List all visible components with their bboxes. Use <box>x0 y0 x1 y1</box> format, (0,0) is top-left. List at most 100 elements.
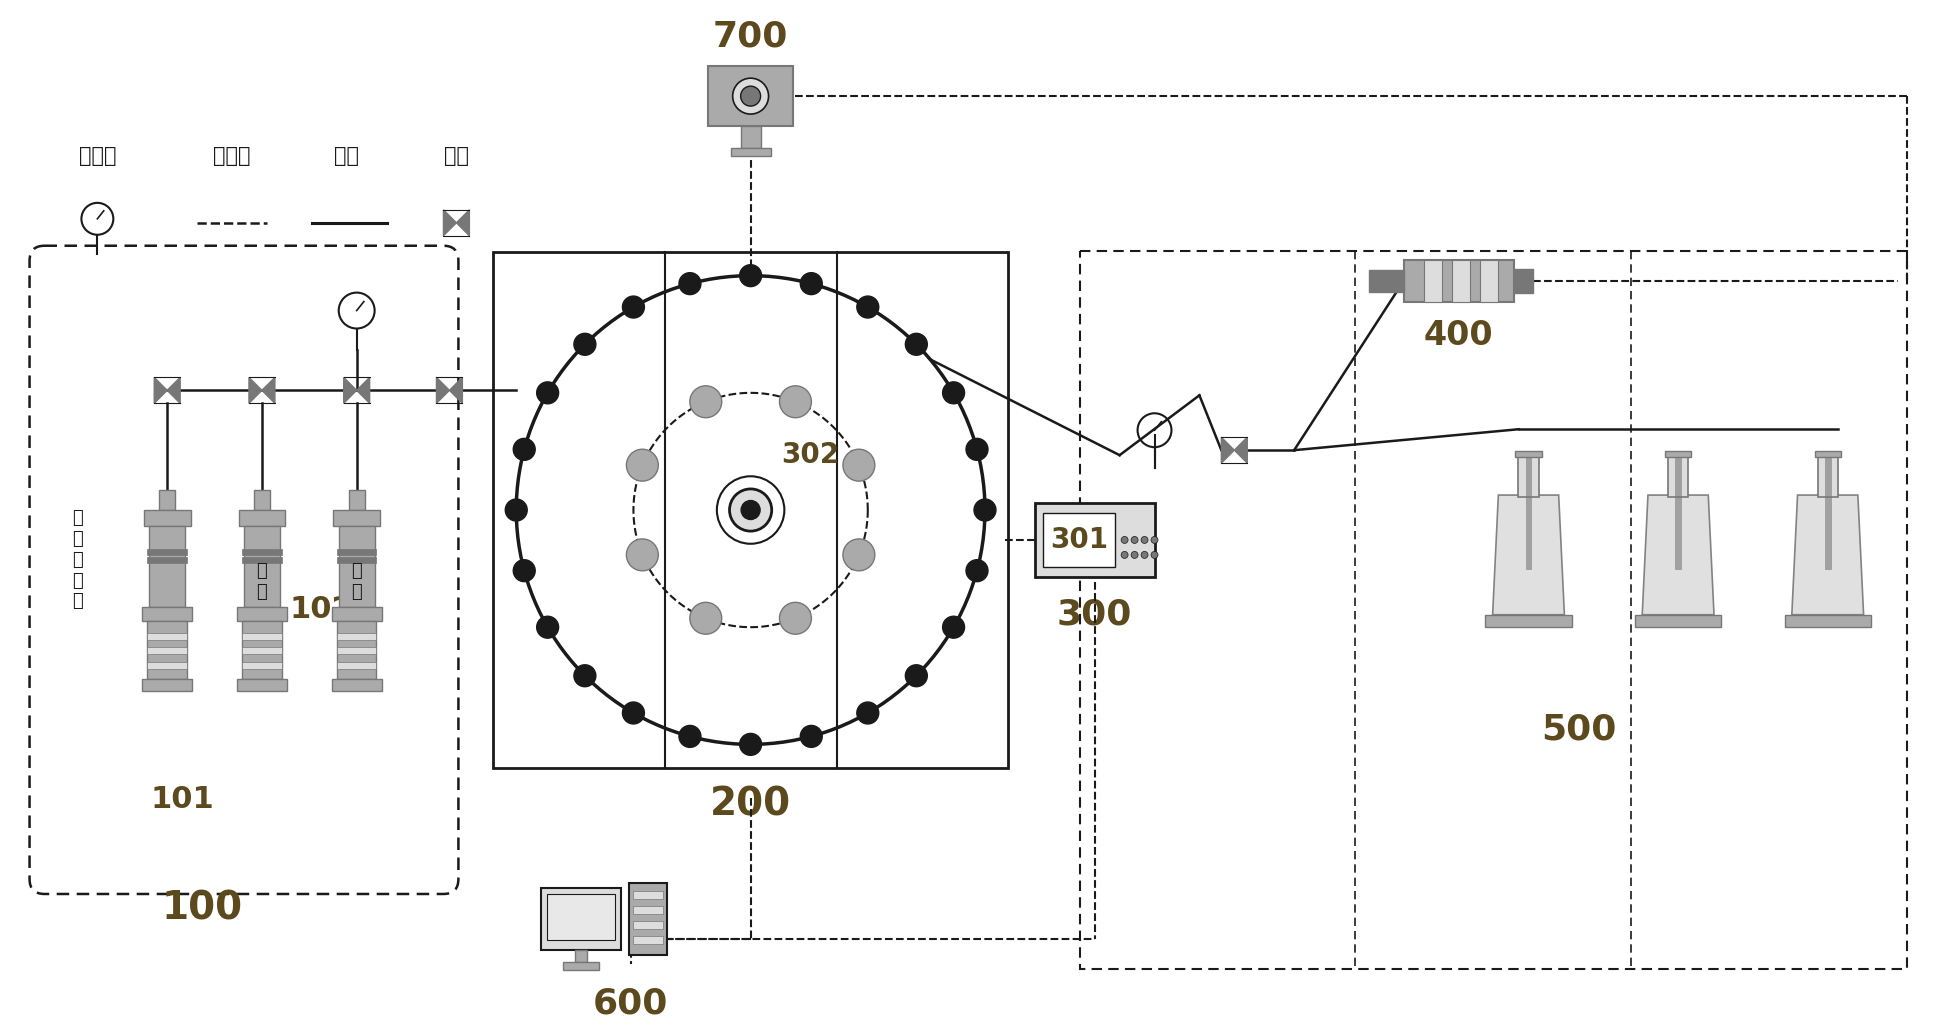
Polygon shape <box>436 378 450 404</box>
Bar <box>334 510 379 526</box>
Bar <box>633 936 663 944</box>
Bar <box>147 549 188 555</box>
Circle shape <box>733 78 768 115</box>
Bar <box>149 526 186 608</box>
Circle shape <box>856 296 878 318</box>
Circle shape <box>575 665 596 686</box>
Bar <box>147 633 188 640</box>
Circle shape <box>942 382 964 404</box>
Circle shape <box>1120 551 1128 558</box>
Bar <box>1525 457 1531 570</box>
Circle shape <box>504 499 528 521</box>
Text: 阀门: 阀门 <box>444 146 469 166</box>
Polygon shape <box>1234 438 1247 463</box>
Bar <box>143 679 192 691</box>
Bar <box>244 526 280 608</box>
Bar <box>1368 269 1404 292</box>
Polygon shape <box>344 378 356 404</box>
Polygon shape <box>450 378 463 404</box>
Circle shape <box>739 264 762 287</box>
Polygon shape <box>1222 438 1234 463</box>
Circle shape <box>942 616 964 638</box>
Bar <box>336 549 377 555</box>
Bar <box>1079 251 1908 969</box>
Circle shape <box>843 539 874 571</box>
Circle shape <box>905 333 927 355</box>
Text: 管线: 管线 <box>334 146 360 166</box>
Text: 301: 301 <box>1050 526 1108 554</box>
Bar <box>1453 260 1470 301</box>
Bar <box>242 662 282 669</box>
Bar <box>741 126 760 148</box>
Bar <box>147 621 188 679</box>
Bar <box>158 490 176 510</box>
Bar <box>630 883 667 955</box>
Polygon shape <box>444 209 456 235</box>
Bar <box>242 557 282 562</box>
Circle shape <box>729 489 772 531</box>
Bar <box>254 490 270 510</box>
Text: 300: 300 <box>1058 598 1132 632</box>
Circle shape <box>514 559 536 582</box>
Bar <box>336 621 377 679</box>
Text: 500: 500 <box>1541 712 1617 746</box>
Bar <box>1818 455 1838 497</box>
Text: 101: 101 <box>151 784 213 814</box>
Bar <box>1675 457 1681 570</box>
Text: 数据线: 数据线 <box>213 146 250 166</box>
Bar <box>1515 451 1542 457</box>
Bar <box>143 608 192 621</box>
Circle shape <box>741 501 760 519</box>
Bar <box>237 608 287 621</box>
Circle shape <box>622 702 645 724</box>
Circle shape <box>538 382 559 404</box>
Text: 200: 200 <box>710 785 792 824</box>
Bar <box>542 888 622 949</box>
Circle shape <box>800 725 823 747</box>
Circle shape <box>1142 551 1148 558</box>
Circle shape <box>966 439 987 460</box>
Bar <box>242 621 282 679</box>
Bar <box>147 557 188 562</box>
Bar <box>147 647 188 654</box>
Bar <box>336 662 377 669</box>
Circle shape <box>800 272 823 294</box>
Bar <box>332 679 381 691</box>
Bar <box>575 949 586 962</box>
Polygon shape <box>248 378 262 404</box>
Text: 压力计: 压力计 <box>78 146 115 166</box>
Bar <box>1519 455 1539 497</box>
Bar <box>731 148 770 156</box>
Circle shape <box>622 296 645 318</box>
Text: 煤
粉
悬
浊
液: 煤 粉 悬 浊 液 <box>72 509 82 611</box>
Polygon shape <box>168 378 180 404</box>
Circle shape <box>575 333 596 355</box>
Bar <box>242 633 282 640</box>
Bar <box>1785 615 1871 626</box>
Bar <box>336 647 377 654</box>
Bar <box>547 894 616 940</box>
Bar <box>1404 260 1513 301</box>
Text: 盐
水: 盐 水 <box>256 562 268 602</box>
Text: 302: 302 <box>782 441 839 470</box>
Bar <box>242 549 282 555</box>
Bar <box>1034 503 1155 577</box>
Bar <box>1486 615 1572 626</box>
Polygon shape <box>1492 495 1564 615</box>
Circle shape <box>514 439 536 460</box>
Bar <box>1634 615 1720 626</box>
Bar <box>1480 260 1498 301</box>
Circle shape <box>1142 537 1148 544</box>
Polygon shape <box>356 378 369 404</box>
Circle shape <box>1132 551 1138 558</box>
Bar <box>336 633 377 640</box>
Circle shape <box>1151 537 1157 544</box>
Polygon shape <box>1793 495 1863 615</box>
Bar <box>1042 513 1114 568</box>
Circle shape <box>1120 537 1128 544</box>
Bar <box>1423 260 1441 301</box>
Circle shape <box>741 86 760 106</box>
Bar <box>239 510 285 526</box>
Circle shape <box>678 725 702 747</box>
Circle shape <box>1132 537 1138 544</box>
